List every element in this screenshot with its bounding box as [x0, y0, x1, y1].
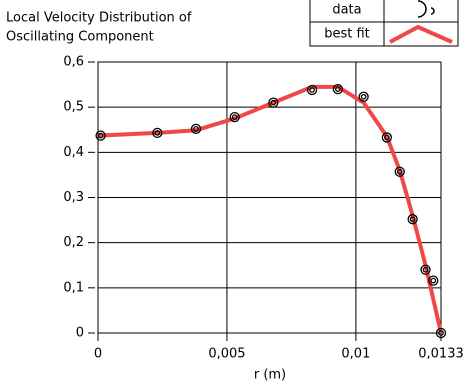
data-point — [358, 91, 369, 102]
marker-ring — [309, 87, 315, 93]
chart-title: Oscillating Component — [6, 30, 154, 45]
marker-ring — [381, 132, 392, 143]
data-point — [95, 130, 106, 141]
marker-ring — [268, 97, 279, 108]
marker-ring — [430, 277, 437, 284]
data-point — [394, 166, 405, 177]
data-point — [435, 327, 447, 339]
data-point — [268, 97, 279, 108]
marker-ring — [229, 111, 240, 123]
marker-ring — [407, 214, 418, 225]
data-point — [407, 214, 418, 225]
x-tick-label: 0,005 — [208, 347, 245, 362]
data-point — [332, 83, 343, 95]
data-point — [152, 127, 163, 139]
marker-ring — [95, 130, 106, 141]
data-point — [306, 84, 318, 96]
marker-ring — [306, 84, 318, 96]
marker-ring — [394, 166, 405, 177]
data-point — [428, 275, 439, 286]
marker-ring — [422, 266, 429, 273]
marker-ring — [396, 168, 403, 175]
marker-ring — [332, 83, 343, 95]
data-point — [229, 111, 240, 123]
marker-ring — [231, 114, 238, 120]
y-tick-label: 0,5 — [63, 100, 84, 115]
marker-ring — [193, 125, 199, 132]
fit-line — [97, 84, 443, 334]
x-tick-label: 0,0133 — [418, 347, 464, 362]
legend-swatch — [389, 24, 453, 44]
data-point — [420, 264, 431, 275]
y-tick-label: 0,2 — [63, 235, 84, 250]
marker-ring — [358, 91, 369, 102]
marker-ring — [270, 99, 277, 106]
marker-ring — [428, 275, 439, 286]
legend-label: best fit — [324, 27, 370, 42]
y-tick-label: 0 — [76, 326, 84, 341]
y-tick-label: 0,6 — [63, 55, 84, 70]
marker-ring — [97, 132, 104, 139]
data-point — [190, 123, 202, 134]
y-tick-label: 0,4 — [63, 145, 84, 160]
marker-ring — [334, 86, 341, 92]
marker-ring — [435, 327, 447, 339]
marker-ring — [383, 134, 390, 141]
marker-ring — [154, 130, 161, 136]
y-tick-label: 0,1 — [63, 280, 84, 295]
marker-ring — [438, 330, 444, 336]
marker-ring — [360, 93, 367, 100]
x-tick-label: 0 — [94, 347, 102, 362]
data-point — [381, 132, 392, 143]
chart-title: Local Velocity Distribution of — [6, 11, 192, 26]
marker-ring — [152, 127, 163, 139]
marker-ring — [190, 123, 202, 134]
legend-swatch — [417, 0, 435, 18]
x-tick-label: 0,01 — [341, 347, 370, 362]
x-axis-label: r (m) — [254, 368, 286, 383]
marker-ring — [420, 264, 431, 275]
marker-ring — [409, 216, 416, 223]
y-tick-label: 0,3 — [63, 190, 84, 205]
legend-label: data — [332, 3, 361, 18]
